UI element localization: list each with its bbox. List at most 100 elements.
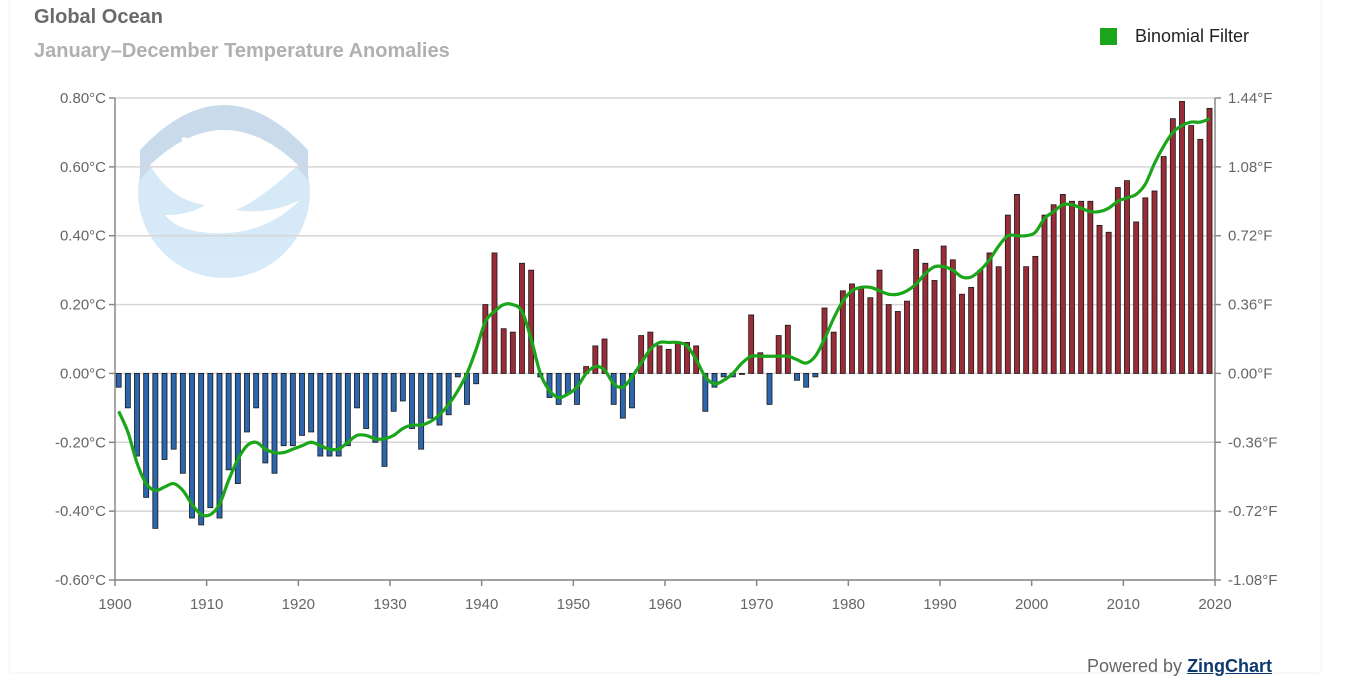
- bar-1917[interactable]: [271, 373, 278, 474]
- bar-1998[interactable]: [1014, 193, 1020, 374]
- bar-1961[interactable]: [674, 342, 681, 374]
- bar-1918[interactable]: [280, 373, 287, 447]
- bar-1956[interactable]: [629, 373, 635, 409]
- bar-1924[interactable]: [335, 373, 342, 457]
- bar-1985[interactable]: [894, 311, 901, 374]
- bar-1919[interactable]: [289, 373, 296, 447]
- zingchart-link[interactable]: ZingChart: [1187, 656, 1273, 676]
- bar-1957[interactable]: [638, 335, 645, 374]
- bar-1931[interactable]: [399, 373, 406, 402]
- bar-2003[interactable]: [1059, 193, 1066, 374]
- bar-1922[interactable]: [317, 373, 324, 457]
- bar-2002[interactable]: [1050, 204, 1057, 374]
- bar-1975[interactable]: [803, 373, 810, 388]
- bar-1914[interactable]: [244, 373, 250, 433]
- bar-2013[interactable]: [1151, 190, 1158, 374]
- bar-1955[interactable]: [619, 373, 626, 419]
- bar-1912[interactable]: [225, 373, 232, 471]
- bar-2017[interactable]: [1188, 125, 1195, 374]
- bar-2012[interactable]: [1142, 197, 1149, 374]
- bar-1959[interactable]: [656, 345, 663, 374]
- bar-1994[interactable]: [977, 269, 984, 374]
- bar-1949[interactable]: [564, 373, 571, 395]
- bar-2000[interactable]: [1032, 255, 1039, 374]
- bar-1964[interactable]: [702, 373, 709, 412]
- bar-1921[interactable]: [308, 373, 315, 433]
- bar-1907[interactable]: [179, 373, 186, 474]
- bar-1901[interactable]: [124, 373, 131, 409]
- bar-1908[interactable]: [189, 373, 195, 519]
- bar-2010[interactable]: [1124, 180, 1130, 374]
- bar-1973[interactable]: [784, 324, 791, 374]
- bar-1903[interactable]: [143, 373, 150, 498]
- bar-2007[interactable]: [1096, 224, 1103, 374]
- bar-1972[interactable]: [775, 335, 782, 374]
- bar-2008[interactable]: [1105, 231, 1112, 374]
- bar-2006[interactable]: [1087, 200, 1094, 374]
- bar-1916[interactable]: [262, 373, 269, 464]
- bar-1953[interactable]: [601, 338, 608, 374]
- bar-1920[interactable]: [299, 373, 305, 436]
- bar-1913[interactable]: [234, 373, 241, 484]
- bar-1905[interactable]: [161, 373, 168, 460]
- bar-1926[interactable]: [354, 373, 360, 409]
- bar-2018[interactable]: [1197, 138, 1204, 374]
- bar-1934[interactable]: [427, 373, 434, 419]
- bar-1910[interactable]: [207, 373, 214, 509]
- bar-1932[interactable]: [409, 373, 415, 429]
- bar-2004[interactable]: [1069, 200, 1075, 374]
- bar-1948[interactable]: [555, 373, 562, 405]
- bar-1980[interactable]: [849, 283, 855, 374]
- bar-1966[interactable]: [720, 373, 727, 378]
- bar-1990[interactable]: [940, 245, 947, 374]
- bar-1976[interactable]: [812, 373, 819, 378]
- legend[interactable]: Binomial Filter: [1100, 26, 1249, 47]
- bar-1979[interactable]: [839, 290, 846, 374]
- bar-1999[interactable]: [1023, 266, 1030, 374]
- bar-1993[interactable]: [968, 286, 975, 374]
- bar-2019[interactable]: [1206, 107, 1213, 374]
- bar-1930[interactable]: [390, 373, 397, 412]
- bar-2005[interactable]: [1078, 200, 1085, 374]
- bar-1940[interactable]: [482, 304, 489, 374]
- bar-2016[interactable]: [1179, 101, 1185, 374]
- bar-1909[interactable]: [198, 373, 205, 526]
- bar-1904[interactable]: [152, 373, 159, 529]
- bar-1971[interactable]: [766, 373, 773, 405]
- bar-1983[interactable]: [876, 269, 883, 374]
- bar-2015[interactable]: [1169, 118, 1176, 374]
- bar-1981[interactable]: [858, 286, 865, 374]
- bar-1989[interactable]: [931, 280, 938, 374]
- bar-1915[interactable]: [253, 373, 260, 409]
- bar-1982[interactable]: [867, 297, 874, 374]
- bar-1952[interactable]: [592, 345, 599, 374]
- binomial-filter-line[interactable]: [117, 117, 1211, 518]
- bar-1902[interactable]: [134, 373, 140, 457]
- bar-1906[interactable]: [170, 373, 177, 450]
- bar-1937[interactable]: [454, 373, 461, 378]
- bar-1991[interactable]: [949, 259, 956, 374]
- bar-2014[interactable]: [1160, 156, 1167, 374]
- bar-1974[interactable]: [794, 373, 800, 381]
- bar-1987[interactable]: [913, 249, 920, 374]
- bar-1996[interactable]: [995, 266, 1002, 374]
- bar-1925[interactable]: [344, 373, 351, 447]
- bar-1936[interactable]: [445, 373, 452, 416]
- bar-1929[interactable]: [381, 373, 388, 467]
- bar-1968[interactable]: [739, 373, 745, 375]
- bar-1935[interactable]: [436, 373, 443, 426]
- bar-1986[interactable]: [904, 300, 910, 374]
- bar-2001[interactable]: [1041, 214, 1048, 374]
- bar-1928[interactable]: [372, 373, 379, 443]
- bar-1942[interactable]: [500, 328, 507, 374]
- bar-1923[interactable]: [326, 373, 333, 457]
- bar-1969[interactable]: [748, 314, 755, 374]
- bar-1992[interactable]: [959, 293, 965, 374]
- footer-credit[interactable]: Powered by ZingChart: [1087, 656, 1272, 677]
- bar-1970[interactable]: [757, 352, 764, 374]
- bar-1997[interactable]: [1004, 214, 1011, 374]
- bar-1945[interactable]: [528, 269, 535, 374]
- bar-1939[interactable]: [473, 373, 480, 385]
- bar-1962[interactable]: [684, 342, 690, 374]
- bar-1954[interactable]: [610, 373, 617, 405]
